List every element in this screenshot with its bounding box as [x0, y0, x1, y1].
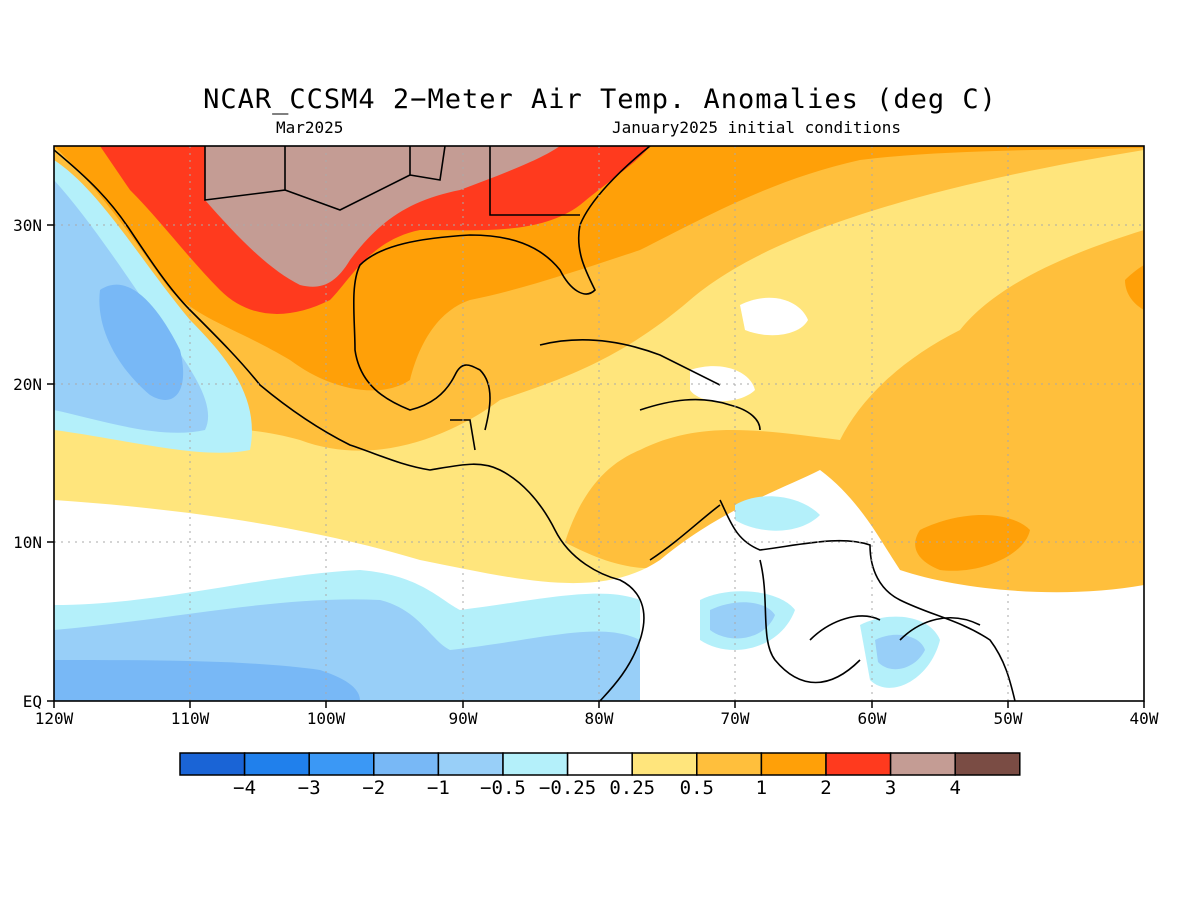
colorbar-swatch — [760, 752, 827, 776]
colorbar-swatch — [243, 752, 310, 776]
band-3-4 — [205, 146, 560, 287]
lon-tick-label: 80W — [585, 709, 614, 728]
colorbar-label: 0.25 — [609, 777, 655, 799]
colorbar-label: −0.5 — [480, 777, 526, 799]
lat-tick-label: 10N — [13, 533, 42, 552]
band-neg0.25-0.25 — [690, 366, 755, 402]
lat-tick-label: 20N — [13, 375, 42, 394]
colorbar-swatch — [179, 752, 246, 776]
initial-conditions: January2025 initial conditions — [612, 118, 901, 137]
colorbar-swatch — [502, 752, 569, 776]
band-neg1-neg0.5 — [875, 634, 925, 670]
colorbar: −4 −3 −2 −1 −0.5 −0.25 0.25 0.5 1 2 3 4 — [179, 752, 1021, 799]
band-1-2 — [1125, 265, 1144, 310]
lon-tick-label: 100W — [307, 709, 346, 728]
band-neg0.25-0.25 — [740, 297, 808, 336]
lon-tick-label: 50W — [994, 709, 1023, 728]
lon-tick-label: 110W — [171, 709, 210, 728]
colorbar-swatch — [373, 752, 440, 776]
colorbar-swatch — [889, 752, 956, 776]
band-neg2-neg1 — [54, 660, 360, 701]
lon-tick-label: 40W — [1130, 709, 1159, 728]
colorbar-label: −3 — [298, 777, 321, 799]
colorbar-label: 1 — [756, 777, 767, 799]
colorbar-label: −4 — [233, 777, 256, 799]
colorbar-swatch — [631, 752, 698, 776]
colorbar-label: −2 — [362, 777, 385, 799]
band-neg2-neg1 — [99, 284, 184, 400]
map-title: NCAR_CCSM4 2−Meter Air Temp. Anomalies (… — [203, 84, 997, 115]
lon-tick-label: 120W — [35, 709, 74, 728]
colorbar-label: −0.25 — [539, 777, 596, 799]
colorbar-label: −1 — [427, 777, 450, 799]
band-neg1-neg0.5 — [710, 602, 775, 639]
colorbar-swatch — [696, 752, 763, 776]
lon-tick-label: 90W — [449, 709, 478, 728]
lat-tick-labels: EQ 10N 20N 30N — [13, 216, 42, 711]
grid-lines — [54, 146, 1144, 701]
colorbar-swatch — [954, 752, 1021, 776]
lon-tick-label: 60W — [858, 709, 887, 728]
coastlines — [54, 146, 1016, 701]
colorbar-swatch — [437, 752, 504, 776]
colorbar-label: 4 — [949, 777, 960, 799]
colorbar-swatch — [566, 752, 633, 776]
colorbar-label: 3 — [885, 777, 896, 799]
colorbar-swatch — [308, 752, 375, 776]
colorbar-label: 0.5 — [680, 777, 714, 799]
colorbar-label: 2 — [820, 777, 831, 799]
lat-tick-label: 30N — [13, 216, 42, 235]
band-1-2 — [915, 515, 1030, 571]
lon-tick-labels: 120W 110W 100W 90W 80W 70W 60W 50W 40W — [35, 709, 1159, 728]
band-neg0.5-neg0.25 — [735, 496, 820, 531]
anomaly-fill — [54, 146, 1144, 701]
lon-tick-label: 70W — [721, 709, 750, 728]
tick-marks — [47, 224, 1145, 708]
colorbar-swatch — [825, 752, 892, 776]
valid-month: Mar2025 — [276, 118, 344, 137]
lat-tick-label: EQ — [23, 692, 42, 711]
